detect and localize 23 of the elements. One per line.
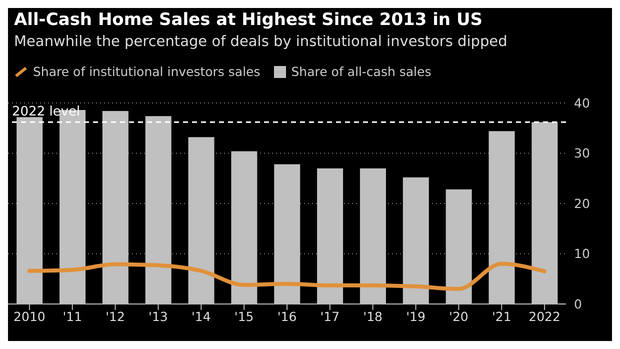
- x-tick-label: '11: [62, 308, 82, 324]
- x-tick-label: 2022: [528, 308, 560, 324]
- x-tick-label: '13: [148, 308, 168, 324]
- x-tick-label: '14: [191, 308, 211, 324]
- x-tick-label: '12: [106, 308, 125, 324]
- x-tick-label: '18: [363, 308, 383, 324]
- x-tick-label: '21: [492, 308, 512, 324]
- y-tick-label: 30: [574, 146, 590, 161]
- x-tick-label: '15: [234, 308, 254, 324]
- x-tick-label: 2010: [14, 308, 46, 324]
- x-tick-label: '20: [449, 308, 468, 324]
- chart-title: All-Cash Home Sales at Highest Since 2013 in US: [14, 10, 482, 30]
- x-tick-label: '19: [406, 308, 426, 324]
- legend-label: Share of institutional investors sales: [32, 64, 260, 79]
- x-tick-label: '17: [320, 308, 340, 324]
- y-tick-label: 20: [574, 196, 590, 211]
- x-tick-label: '16: [277, 308, 297, 324]
- y-tick-label: 40: [574, 95, 590, 110]
- y-tick-label: 10: [574, 246, 590, 262]
- legend-label: Share of all-cash sales: [290, 64, 432, 79]
- y-tick-label: 0: [574, 296, 582, 312]
- chart-subtitle: Meanwhile the percentage of deals by institutional investors dipped: [14, 34, 508, 50]
- line-series: [27, 262, 547, 291]
